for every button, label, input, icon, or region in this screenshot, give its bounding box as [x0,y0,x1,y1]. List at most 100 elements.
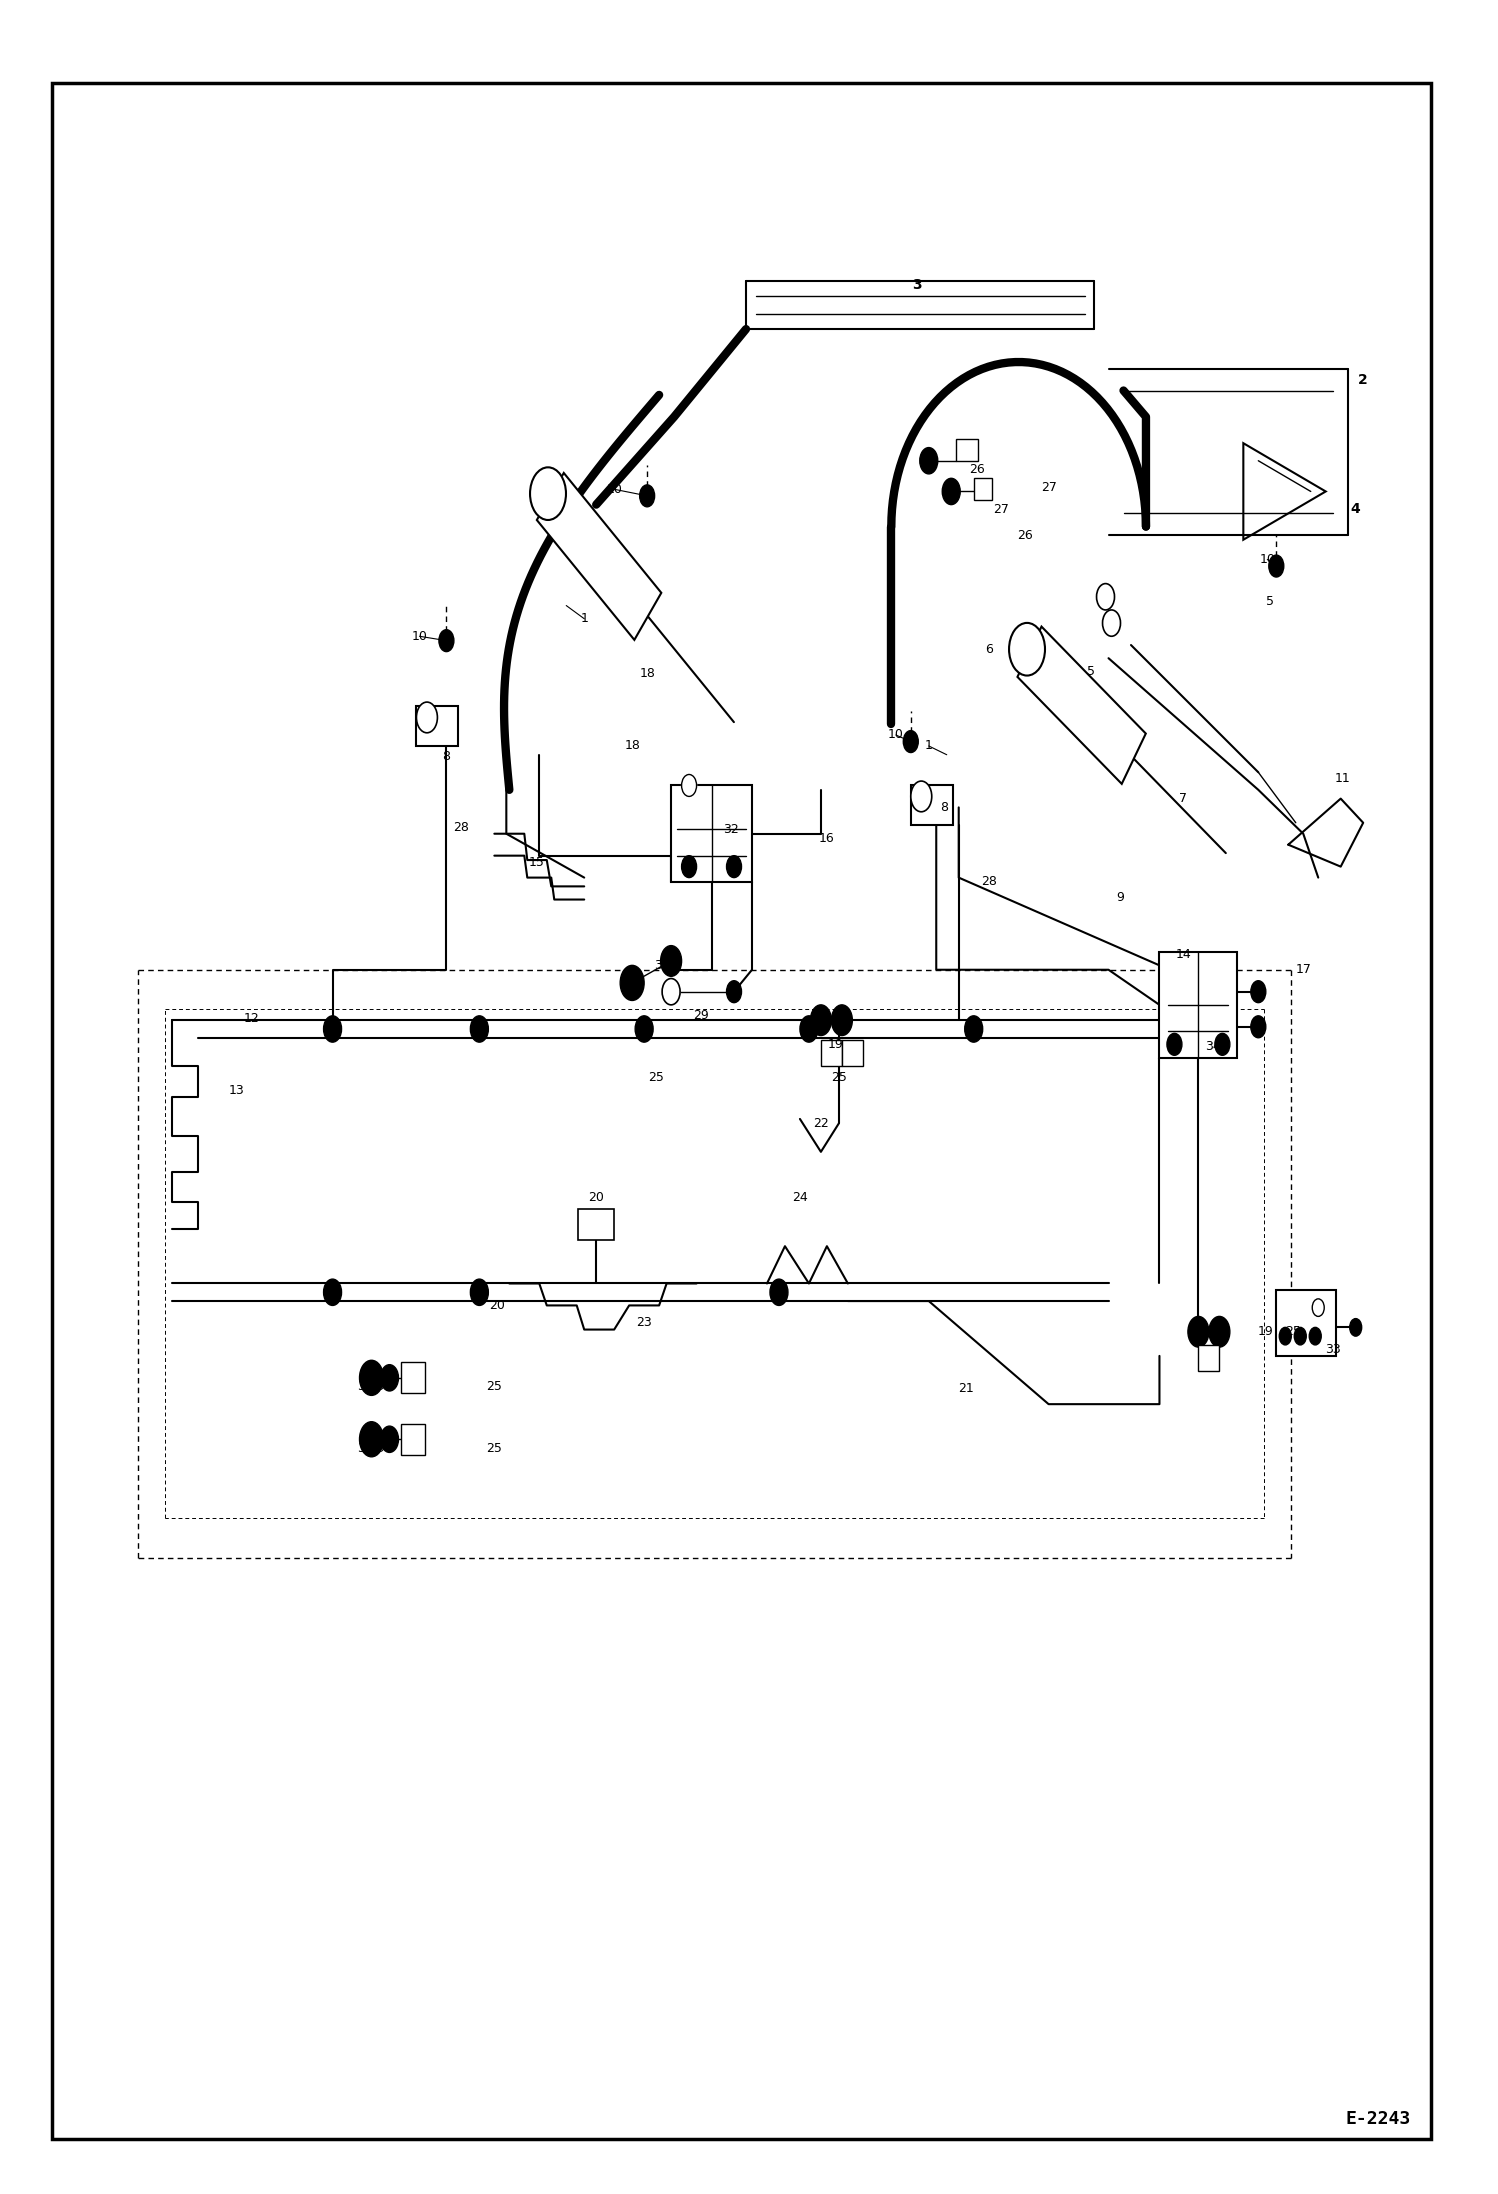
Circle shape [770,1279,788,1305]
Circle shape [965,1016,983,1042]
Text: 10: 10 [412,630,427,643]
Circle shape [635,1016,653,1042]
Circle shape [1312,1299,1324,1316]
Text: 32: 32 [724,823,739,836]
Text: 20: 20 [490,1299,505,1312]
Text: 7: 7 [1179,792,1188,805]
Circle shape [911,781,932,812]
Bar [401,1362,425,1393]
Text: 18: 18 [625,739,640,753]
Circle shape [920,448,938,474]
Text: 26: 26 [969,463,984,476]
Bar [1198,1345,1219,1371]
Text: 8: 8 [442,750,451,764]
Text: 25: 25 [487,1380,502,1393]
Bar [671,785,752,882]
Text: 6: 6 [984,643,993,656]
Circle shape [1215,1033,1230,1055]
Circle shape [324,1016,342,1042]
Circle shape [530,467,566,520]
Bar [842,1040,863,1066]
Circle shape [380,1426,398,1452]
Text: 5: 5 [1086,665,1095,678]
Text: 34: 34 [1206,1040,1221,1053]
Circle shape [1167,1033,1182,1055]
Circle shape [1294,1327,1306,1345]
Circle shape [416,702,437,733]
Circle shape [360,1360,383,1395]
Text: 24: 24 [792,1191,807,1205]
Text: 1: 1 [580,612,589,625]
Text: 19: 19 [370,1380,385,1393]
Text: 25: 25 [649,1071,664,1084]
Text: 33: 33 [1326,1343,1341,1356]
Circle shape [620,965,644,1000]
Circle shape [640,485,655,507]
Text: 28: 28 [454,821,469,834]
Bar [911,785,953,825]
Text: 16: 16 [819,832,834,845]
Circle shape [416,702,437,733]
Bar [578,1209,614,1240]
Circle shape [380,1365,398,1391]
Text: 30: 30 [358,1380,373,1393]
Circle shape [1010,623,1046,676]
Circle shape [831,1005,852,1036]
Circle shape [942,478,960,505]
Circle shape [662,979,680,1005]
Text: 23: 23 [637,1316,652,1330]
Circle shape [682,774,697,796]
Circle shape [1209,1316,1230,1347]
Circle shape [1188,1316,1209,1347]
Circle shape [1103,610,1121,636]
Text: 14: 14 [1176,948,1191,961]
Circle shape [324,1279,342,1305]
Text: 10: 10 [888,728,903,742]
Bar [974,478,992,500]
Circle shape [1251,981,1266,1003]
Circle shape [661,946,682,976]
Text: 5: 5 [1266,595,1275,608]
Bar [956,439,978,461]
Bar [536,474,661,641]
Circle shape [1312,1299,1324,1316]
Circle shape [682,856,697,878]
Text: 1: 1 [924,739,933,753]
Circle shape [1103,610,1121,636]
Circle shape [727,856,742,878]
Text: 26: 26 [1017,529,1032,542]
Text: 25: 25 [1285,1325,1300,1338]
Text: 28: 28 [981,875,996,889]
Circle shape [1350,1319,1362,1336]
Text: 27: 27 [993,502,1008,516]
Text: 19: 19 [828,1038,843,1051]
Text: 30: 30 [358,1441,373,1455]
Text: 19: 19 [1258,1325,1273,1338]
Circle shape [903,731,918,753]
Bar [401,1424,425,1455]
Circle shape [439,630,454,652]
Circle shape [360,1422,383,1457]
Text: 11: 11 [1335,772,1350,785]
Bar [1017,627,1146,783]
Circle shape [727,981,742,1003]
Text: 19: 19 [370,1441,385,1455]
Text: 13: 13 [229,1084,244,1097]
Text: 27: 27 [1041,480,1056,494]
Text: 30: 30 [625,983,640,996]
Text: 21: 21 [959,1382,974,1395]
Text: 8: 8 [939,801,948,814]
Text: 12: 12 [244,1011,259,1025]
Text: 9: 9 [1116,891,1125,904]
Text: 10: 10 [607,483,622,496]
Circle shape [1269,555,1284,577]
Text: 22: 22 [813,1117,828,1130]
Text: 25: 25 [487,1441,502,1455]
Circle shape [1309,1327,1321,1345]
Bar [416,706,458,746]
Circle shape [1251,1016,1266,1038]
Circle shape [470,1016,488,1042]
Text: 20: 20 [589,1191,604,1205]
Text: 2: 2 [1359,373,1368,386]
Circle shape [662,979,680,1005]
